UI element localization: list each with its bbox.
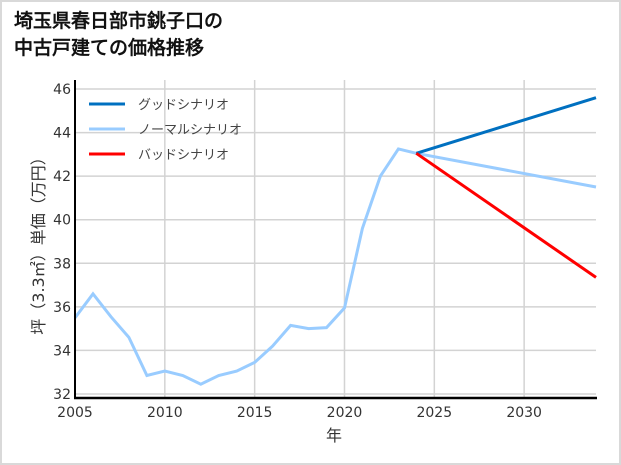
y-tick-label: 36 xyxy=(53,300,71,316)
y-tick-label: 32 xyxy=(53,387,71,403)
x-tick-label: 2020 xyxy=(327,405,363,421)
x-tick-labels: 2005 2010 2015 2020 2025 2030 xyxy=(57,405,542,421)
y-tick-label: 42 xyxy=(53,169,71,185)
x-tick-label: 2010 xyxy=(147,405,183,421)
y-axis-label: 坪（3.3㎡）単価（万円） xyxy=(29,149,48,334)
y-tick-label: 46 xyxy=(53,82,71,98)
x-tick-label: 2015 xyxy=(237,405,273,421)
x-tick-label: 2025 xyxy=(416,405,452,421)
series-lines xyxy=(73,96,597,386)
legend-label: グッドシナリオ xyxy=(138,98,229,113)
x-axis-label: 年 xyxy=(326,426,342,445)
series-line xyxy=(415,96,597,155)
series-line xyxy=(415,152,597,279)
series-line xyxy=(73,147,597,386)
chart-title: 埼玉県春日部市銚子口の 中古戸建ての価格推移 xyxy=(14,10,224,59)
y-tick-label: 38 xyxy=(53,256,71,272)
legend-label: ノーマルシナリオ xyxy=(138,123,242,138)
y-tick-label: 34 xyxy=(53,343,71,359)
x-tick-label: 2005 xyxy=(57,405,93,421)
x-tick-label: 2030 xyxy=(506,405,542,421)
y-tick-label: 40 xyxy=(53,213,71,229)
y-tick-label: 44 xyxy=(53,126,71,142)
legend-label: バッドシナリオ xyxy=(138,148,229,163)
y-tick-labels: 32 34 36 38 40 42 44 46 xyxy=(53,82,71,403)
axes xyxy=(74,80,597,400)
